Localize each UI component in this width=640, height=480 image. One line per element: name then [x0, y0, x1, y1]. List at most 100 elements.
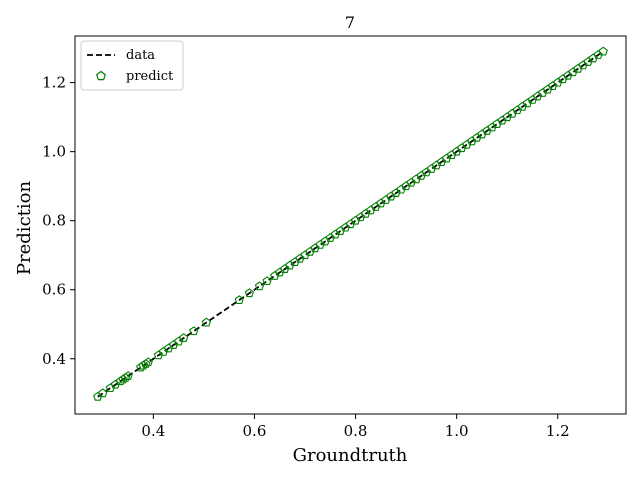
predict-point: [285, 260, 295, 270]
predict-point: [502, 112, 512, 122]
predict-point: [371, 202, 381, 211]
predict-point: [350, 215, 361, 225]
predict-point: [201, 317, 212, 327]
predict-point: [497, 115, 507, 125]
predict-point: [275, 267, 285, 277]
predict-point: [517, 101, 528, 111]
predict-point: [406, 177, 416, 187]
plot-frame: [74, 35, 627, 415]
predict-point: [123, 371, 133, 380]
predict-point: [118, 374, 128, 384]
predict-point: [441, 153, 452, 163]
predict-point: [98, 388, 108, 398]
legend-data-label: data: [126, 48, 155, 63]
chart-title: 7: [345, 13, 355, 32]
predict-point: [568, 67, 578, 77]
plot-area: [93, 46, 608, 401]
predict-point: [593, 50, 603, 59]
predict-point: [234, 295, 244, 305]
predict-point: [290, 257, 300, 267]
predict-point: [472, 132, 482, 142]
predict-point: [487, 122, 497, 132]
predict-point: [416, 170, 426, 180]
predict-point: [300, 250, 310, 260]
predict-point: [280, 264, 290, 273]
predict-point: [189, 326, 199, 336]
predict-point: [305, 246, 315, 256]
predict-point: [141, 359, 151, 368]
y-tick-label: 0.8: [42, 212, 66, 230]
predict-point: [376, 198, 386, 208]
x-tick-label: 0.4: [141, 422, 165, 440]
predict-point: [179, 333, 189, 343]
legend-box: [80, 40, 184, 91]
predict-point: [583, 57, 593, 66]
predict-point: [138, 360, 148, 370]
y-axis: 0.4 0.6 0.8 1.0 1.2: [42, 74, 75, 368]
y-tick-label: 0.4: [42, 350, 66, 368]
predict-point: [315, 239, 325, 249]
predict-point: [563, 70, 573, 80]
predict-point: [477, 129, 487, 139]
predict-point: [426, 164, 437, 173]
legend: data predict: [80, 40, 184, 91]
predict-point: [482, 126, 492, 135]
predict-point: [105, 383, 116, 393]
legend-predict-label: predict: [126, 69, 174, 84]
predict-point: [462, 139, 472, 149]
predict-point: [115, 376, 126, 386]
predict-point: [262, 276, 272, 286]
x-tick-label: 0.6: [243, 422, 267, 440]
predict-point: [411, 174, 421, 184]
x-tick-label: 0.8: [344, 422, 368, 440]
predict-point: [543, 84, 553, 94]
predict-point: [168, 340, 179, 349]
predict-point: [446, 150, 457, 160]
x-axis-label: Groundtruth: [293, 445, 408, 466]
predict-point: [254, 281, 265, 291]
x-tick-label: 1.2: [546, 422, 570, 440]
predict-point: [548, 81, 558, 90]
predict-point: [391, 188, 401, 198]
predict-point: [507, 108, 517, 118]
predict-point: [381, 195, 391, 204]
predict-point: [522, 98, 533, 108]
predict-point: [366, 205, 376, 215]
predict-point: [355, 212, 366, 222]
predict-point: [578, 60, 588, 70]
predict-point: [153, 350, 164, 360]
predict-point: [396, 184, 406, 194]
predict-point: [573, 63, 583, 73]
predict-point: [173, 336, 184, 346]
predict-point: [340, 222, 351, 232]
predict-point: [527, 94, 538, 104]
predict-point: [532, 91, 543, 101]
predict-point: [361, 208, 371, 218]
predict-point: [558, 74, 568, 84]
y-tick-label: 1.0: [42, 143, 66, 161]
predict-point: [401, 181, 411, 191]
predict-point: [120, 372, 131, 382]
predict-point: [136, 362, 146, 372]
predict-point: [492, 119, 502, 128]
predict-point: [310, 243, 320, 253]
predict-point: [457, 143, 467, 153]
predict-point: [163, 343, 174, 353]
predict-point: [295, 253, 305, 263]
predict-point: [335, 226, 346, 235]
predict-point: [588, 53, 598, 63]
predict-point: [537, 88, 548, 97]
predict-point: [386, 191, 396, 201]
y-axis-label: Prediction: [14, 181, 35, 276]
predict-point: [436, 157, 447, 166]
predict-point: [452, 146, 462, 156]
predict-point: [598, 46, 608, 56]
predict-point: [270, 271, 280, 280]
predict-point: [345, 219, 356, 229]
predict-point: [553, 77, 563, 87]
predict-point: [143, 357, 153, 367]
y-tick-label: 1.2: [42, 74, 66, 92]
y-tick-label: 0.6: [42, 281, 66, 299]
predict-point: [325, 233, 335, 242]
predict-point: [158, 346, 169, 356]
